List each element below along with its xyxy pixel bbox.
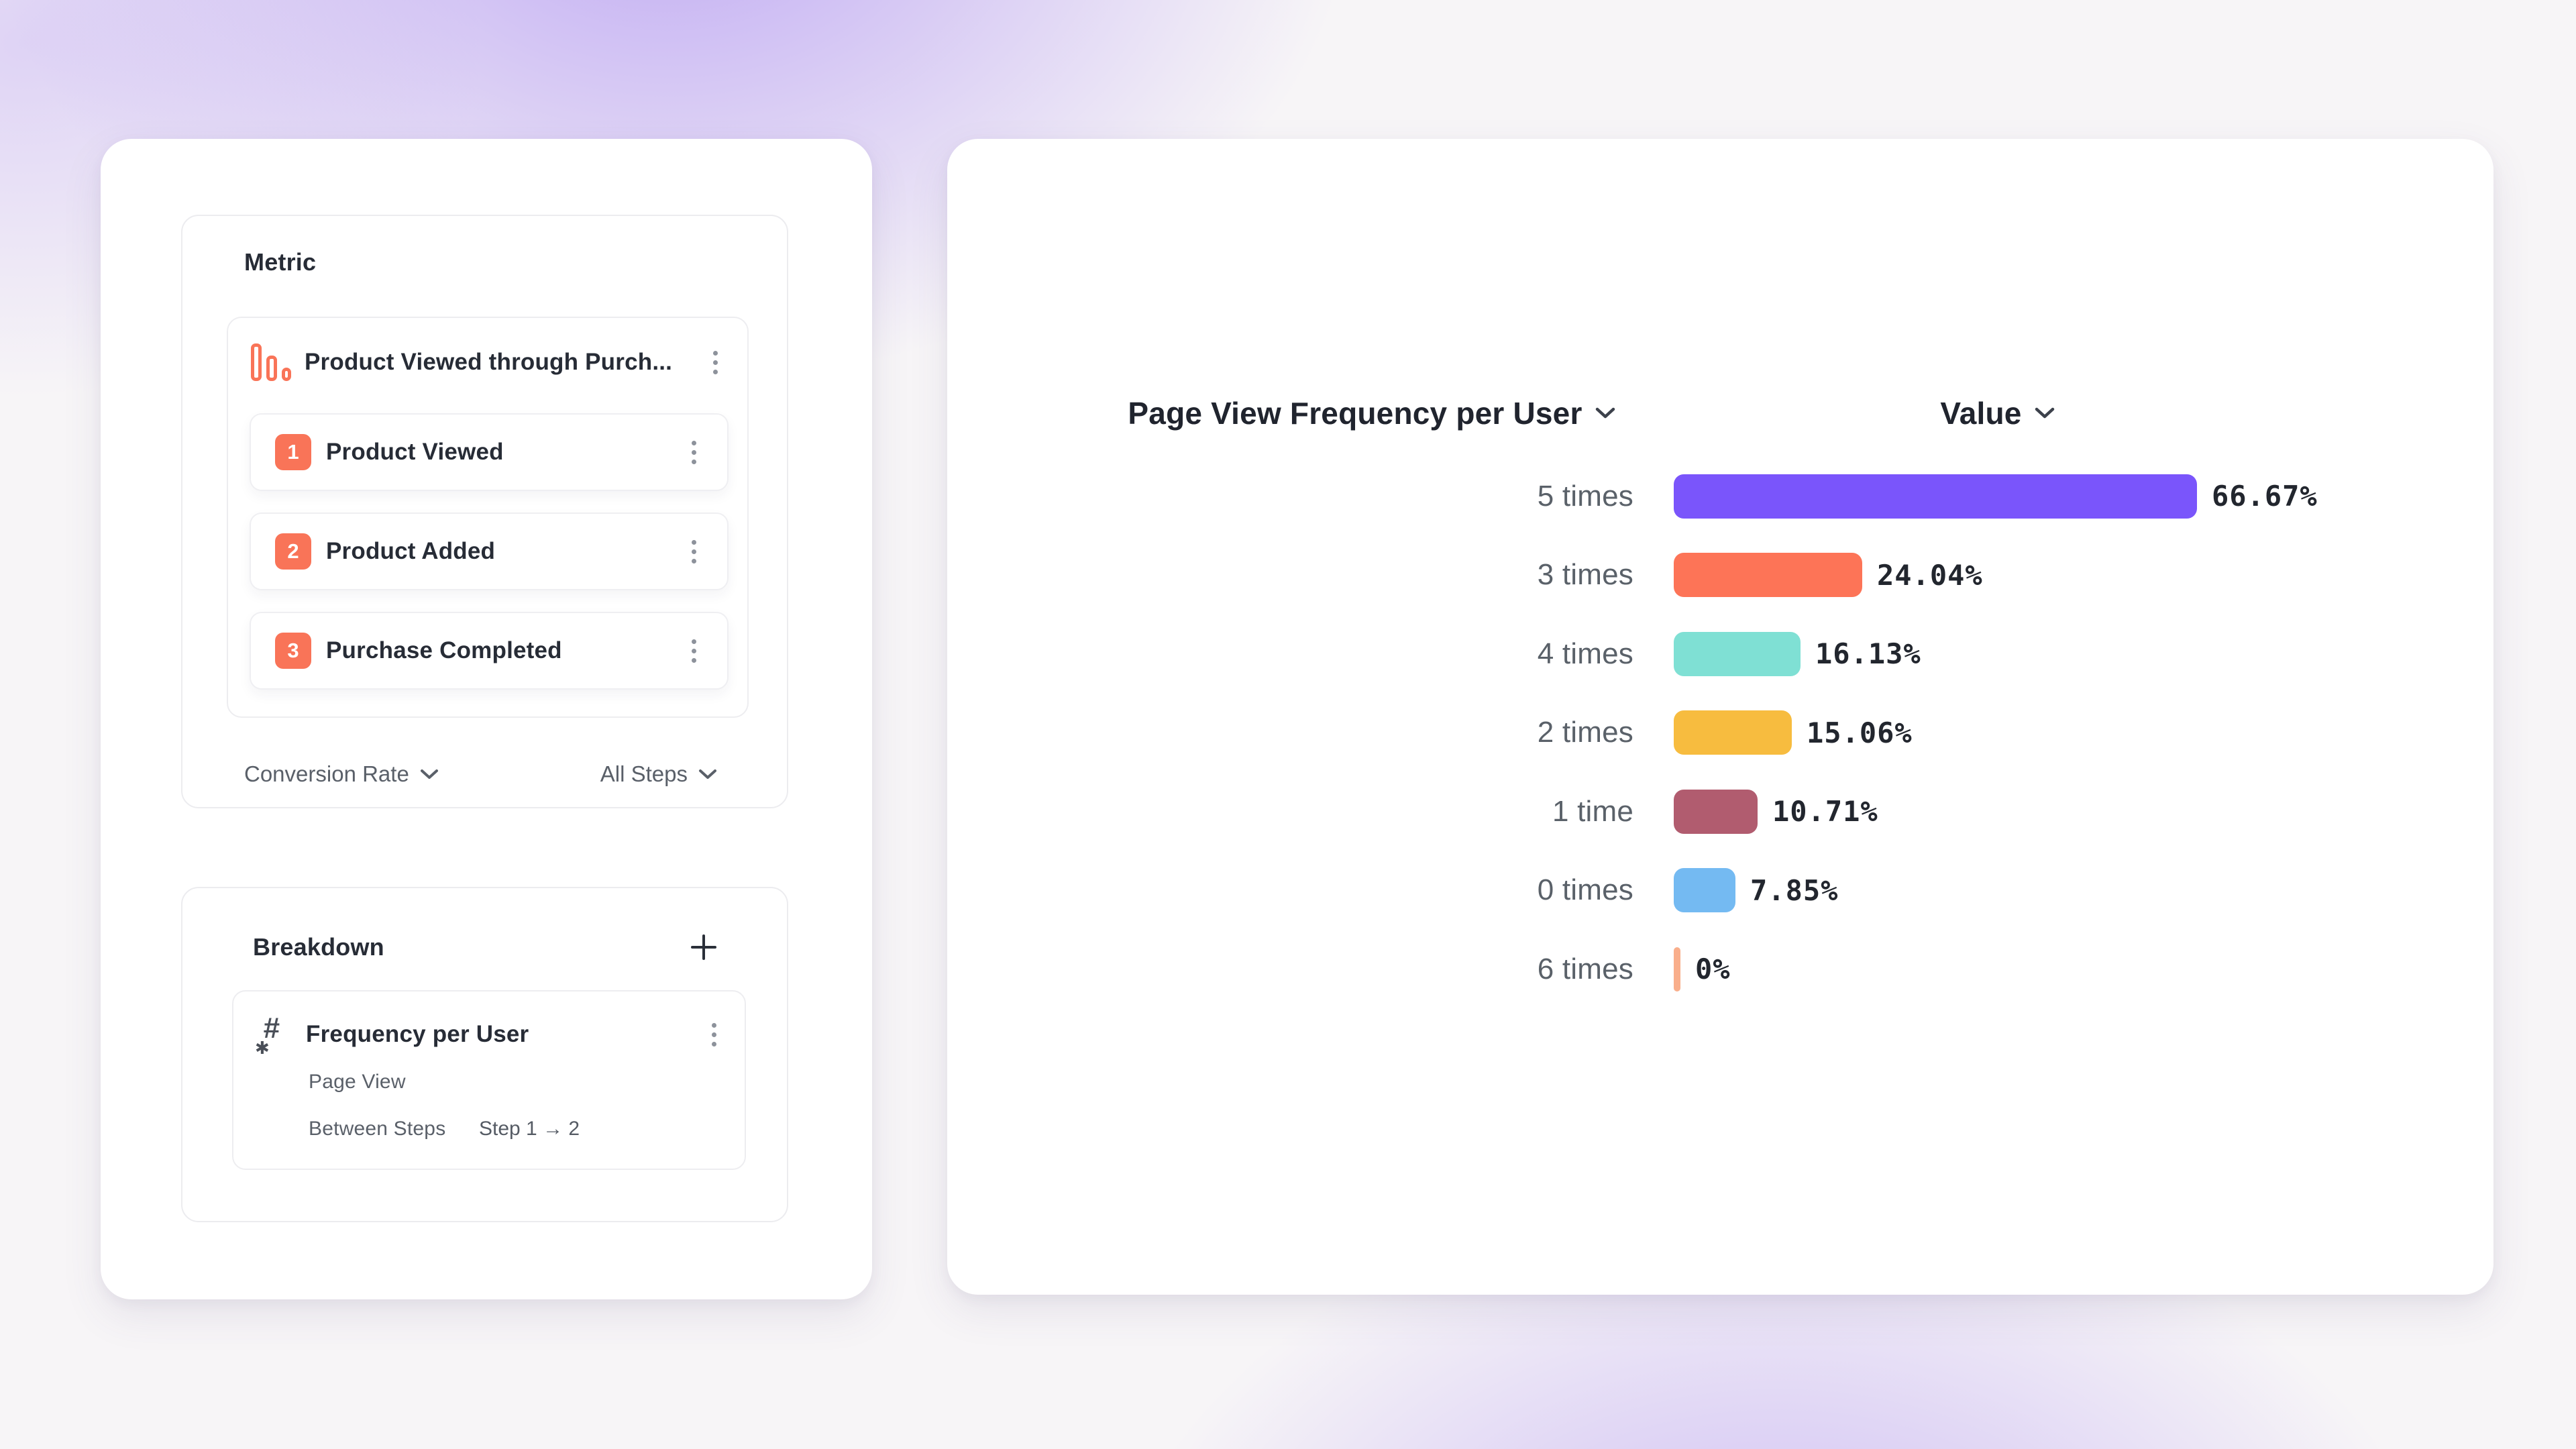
funnel-step-row[interactable]: 2 Product Added — [250, 513, 729, 590]
bar-zone: 24.04% — [1674, 553, 1983, 598]
metric-section-title: Metric — [244, 248, 317, 276]
breakdown-item-title: Frequency per User — [306, 1021, 529, 1047]
bar-value-label: 24.04% — [1877, 558, 1983, 592]
bar-value-label: 15.06% — [1807, 716, 1913, 749]
funnel-metric-title: Product Viewed through Purch... — [305, 349, 673, 375]
funnel-step-row[interactable]: 3 Purchase Completed — [250, 612, 729, 690]
bar-value-label: 66.67% — [2212, 480, 2318, 513]
hash-asterisk-icon: # ✱ — [255, 1012, 280, 1058]
chart-row: 0 times 7.85% — [947, 851, 2493, 930]
kebab-menu-icon[interactable] — [679, 636, 708, 665]
kebab-menu-icon[interactable] — [679, 537, 708, 566]
chart-value-dropdown[interactable]: Value — [1890, 395, 2105, 431]
bar[interactable] — [1674, 947, 1680, 991]
chart-value-label: Value — [1940, 396, 2022, 431]
category-label: 0 times — [1537, 873, 1633, 907]
metric-card: Metric Product Viewed through Purch... 1… — [181, 215, 788, 808]
bar[interactable] — [1674, 710, 1792, 755]
all-steps-label: All Steps — [600, 761, 688, 786]
category-label: 4 times — [1537, 637, 1633, 670]
category-label: 5 times — [1537, 479, 1633, 513]
breakdown-header: Breakdown — [182, 927, 787, 967]
breakdown-section-title: Breakdown — [253, 933, 384, 961]
category-label: 6 times — [1537, 952, 1633, 985]
step-number-badge: 2 — [275, 533, 311, 570]
bar-zone: 7.85% — [1674, 868, 1839, 913]
bar-zone: 66.67% — [1674, 474, 2318, 519]
breakdown-card: Breakdown # ✱ Frequency per User Page Vie… — [181, 887, 788, 1222]
bar-zone: 0% — [1674, 947, 1731, 991]
conversion-rate-label: Conversion Rate — [244, 761, 409, 786]
step-label: Product Viewed — [326, 439, 504, 465]
chart-header: Page View Frequency per User Value — [947, 395, 2493, 442]
plus-icon — [691, 934, 716, 960]
kebab-menu-icon[interactable] — [679, 437, 708, 467]
category-label: 2 times — [1537, 716, 1633, 749]
chart-x-axis-dropdown[interactable]: Page View Frequency per User — [1077, 395, 1667, 431]
kebab-menu-icon[interactable] — [699, 1020, 729, 1049]
chevron-down-icon — [420, 769, 438, 779]
chevron-down-icon — [2035, 407, 2054, 419]
metric-footer: Conversion Rate All Steps — [182, 753, 787, 796]
conversion-rate-dropdown[interactable]: Conversion Rate — [244, 761, 439, 787]
bar-value-label: 10.71% — [1772, 795, 1878, 828]
step-number-badge: 3 — [275, 633, 311, 669]
chart-x-axis-label: Page View Frequency per User — [1128, 396, 1582, 431]
breakdown-scope-value: Step 1 → 2 — [479, 1118, 580, 1140]
add-breakdown-button[interactable] — [688, 931, 720, 963]
breakdown-scope-label: Between Steps — [309, 1118, 446, 1140]
chart-row: 3 times 24.04% — [947, 536, 2493, 615]
all-steps-dropdown[interactable]: All Steps — [600, 761, 717, 787]
chevron-down-icon — [1595, 407, 1615, 419]
bar-value-label: 16.13% — [1815, 637, 1921, 671]
category-label: 3 times — [1537, 558, 1633, 592]
chart-row: 2 times 15.06% — [947, 694, 2493, 773]
step-label: Purchase Completed — [326, 637, 562, 663]
bar[interactable] — [1674, 553, 1862, 598]
breakdown-item-header: # ✱ Frequency per User — [233, 1010, 745, 1059]
bar-chart: 5 times 66.67% 3 times 24.04% 4 times 16.13% 2… — [947, 457, 2493, 1009]
bar-value-label: 0% — [1695, 953, 1731, 986]
funnel-bars-icon — [251, 343, 292, 381]
bar-zone: 15.06% — [1674, 710, 1913, 755]
breakdown-event-label: Page View — [309, 1071, 406, 1093]
bar-value-label: 7.85% — [1750, 873, 1839, 907]
chart-row: 4 times 16.13% — [947, 614, 2493, 694]
query-builder-panel: Metric Product Viewed through Purch... 1… — [101, 139, 872, 1299]
chart-row: 5 times 66.67% — [947, 457, 2493, 536]
chevron-down-icon — [699, 769, 716, 779]
step-label: Product Added — [326, 538, 496, 564]
chart-row: 6 times 0% — [947, 930, 2493, 1009]
funnel-metric-box: Product Viewed through Purch... 1 Product… — [227, 317, 749, 718]
kebab-menu-icon[interactable] — [700, 347, 730, 377]
chart-row: 1 time 10.71% — [947, 772, 2493, 851]
category-label: 1 time — [1552, 794, 1633, 828]
funnel-metric-item[interactable]: Product Viewed through Purch... — [228, 318, 747, 407]
bar[interactable] — [1674, 789, 1758, 834]
chart-panel: Page View Frequency per User Value 5 tim… — [947, 139, 2493, 1295]
step-number-badge: 1 — [275, 434, 311, 470]
bar[interactable] — [1674, 631, 1801, 676]
bar[interactable] — [1674, 474, 2197, 519]
breakdown-item[interactable]: # ✱ Frequency per User Page View Between … — [232, 990, 746, 1170]
bar-zone: 10.71% — [1674, 789, 1878, 834]
bar-zone: 16.13% — [1674, 631, 1921, 676]
funnel-step-row[interactable]: 1 Product Viewed — [250, 413, 729, 491]
bar[interactable] — [1674, 868, 1735, 913]
